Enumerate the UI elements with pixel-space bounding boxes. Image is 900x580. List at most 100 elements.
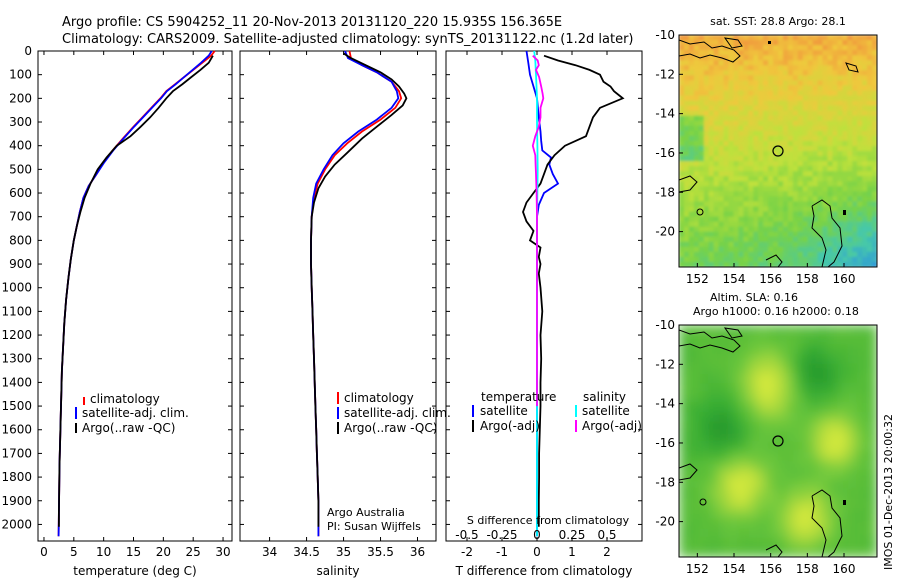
map-cell <box>867 241 873 248</box>
map-cell <box>743 251 749 258</box>
map-cell <box>688 85 695 91</box>
map-cell <box>738 161 744 167</box>
map-cell <box>778 334 789 345</box>
map-cell <box>768 35 774 41</box>
map-cell <box>867 70 873 76</box>
x-tick-label: 25 <box>186 545 201 559</box>
map-cell <box>867 40 873 46</box>
map-cell <box>847 537 858 548</box>
map-cell <box>713 256 720 263</box>
map-cell <box>792 140 799 147</box>
map-cell <box>847 460 858 471</box>
map-cell <box>723 146 729 152</box>
map-cell <box>748 236 754 243</box>
map-cell <box>787 528 799 539</box>
map-cell <box>684 201 690 207</box>
map-cell <box>837 151 843 157</box>
map-cell <box>753 55 759 61</box>
map-cell <box>847 450 858 461</box>
map-cell <box>693 191 700 197</box>
map-cell <box>822 166 828 172</box>
map-cell <box>842 125 848 132</box>
map-cell <box>787 231 794 238</box>
map-cell <box>713 226 720 233</box>
map-cell <box>728 95 734 102</box>
lat-tick-label: -12 <box>655 67 675 81</box>
y-tick-label: 1600 <box>1 423 32 437</box>
map-cell <box>847 479 858 490</box>
map-cell <box>802 211 809 218</box>
map-cell <box>802 75 809 81</box>
map-cell <box>679 201 685 207</box>
map-cell <box>807 95 814 102</box>
s-tick-label: 0 <box>533 528 541 542</box>
map-cell <box>753 201 759 207</box>
map-cell <box>679 518 690 529</box>
map-cell <box>797 70 804 76</box>
map-cell <box>679 166 685 172</box>
map-cell <box>763 241 769 248</box>
map-cell <box>748 421 759 432</box>
map-cell <box>837 241 843 248</box>
x-axis-label: salinity <box>316 564 359 578</box>
map-cell <box>733 90 739 97</box>
map-cell <box>753 241 759 248</box>
map-cell <box>827 135 833 142</box>
map-cell <box>679 211 685 218</box>
map-cell <box>698 489 710 500</box>
map-cell <box>773 231 779 238</box>
x-tick-label: -2 <box>461 545 473 559</box>
map-cell <box>872 181 877 187</box>
map-cell <box>688 226 695 233</box>
map-cell <box>787 344 799 355</box>
map-cell <box>857 236 863 243</box>
map-cell <box>783 65 789 71</box>
map-cell <box>807 151 814 157</box>
map-cell <box>842 262 848 267</box>
map-cell <box>817 262 824 267</box>
map-cell <box>698 363 710 374</box>
map-cell <box>867 246 873 253</box>
map-cell <box>713 115 720 122</box>
map-cell <box>748 191 754 197</box>
map-cell <box>787 392 799 403</box>
map-cell <box>723 135 729 142</box>
map-cell <box>852 85 858 91</box>
map-cell <box>778 140 784 147</box>
map-cell <box>817 191 824 197</box>
map-cell <box>872 246 877 253</box>
map-cell <box>684 140 690 147</box>
map-cell <box>728 363 739 374</box>
map-cell <box>763 70 769 76</box>
y-tick-label: 700 <box>9 210 32 224</box>
map-cell <box>733 95 739 102</box>
map-cell <box>773 135 779 142</box>
map-cell <box>773 191 779 197</box>
map-cell <box>847 80 853 86</box>
map-cell <box>857 246 863 253</box>
map-cell <box>763 80 769 86</box>
map-cell <box>758 460 769 471</box>
map-cell <box>753 120 759 127</box>
map-cell <box>857 166 863 172</box>
map-cell <box>743 156 749 162</box>
map-cell <box>679 236 685 243</box>
map-cell <box>708 80 715 86</box>
map-cell <box>787 80 794 86</box>
map-cell <box>698 508 710 519</box>
map-cell <box>797 421 809 432</box>
series-line <box>522 54 625 527</box>
map-cell <box>688 241 695 248</box>
map-cell <box>822 75 828 81</box>
map-cell <box>778 262 784 267</box>
map-cell <box>827 226 833 233</box>
map-cell <box>758 186 764 192</box>
map-cell <box>688 75 695 81</box>
map-cell <box>743 120 749 127</box>
map-cell <box>748 161 754 167</box>
series-line <box>58 55 214 527</box>
map-cell <box>703 241 710 248</box>
map-cell <box>758 547 769 557</box>
map-cell <box>708 537 720 548</box>
map-cell <box>837 499 848 510</box>
